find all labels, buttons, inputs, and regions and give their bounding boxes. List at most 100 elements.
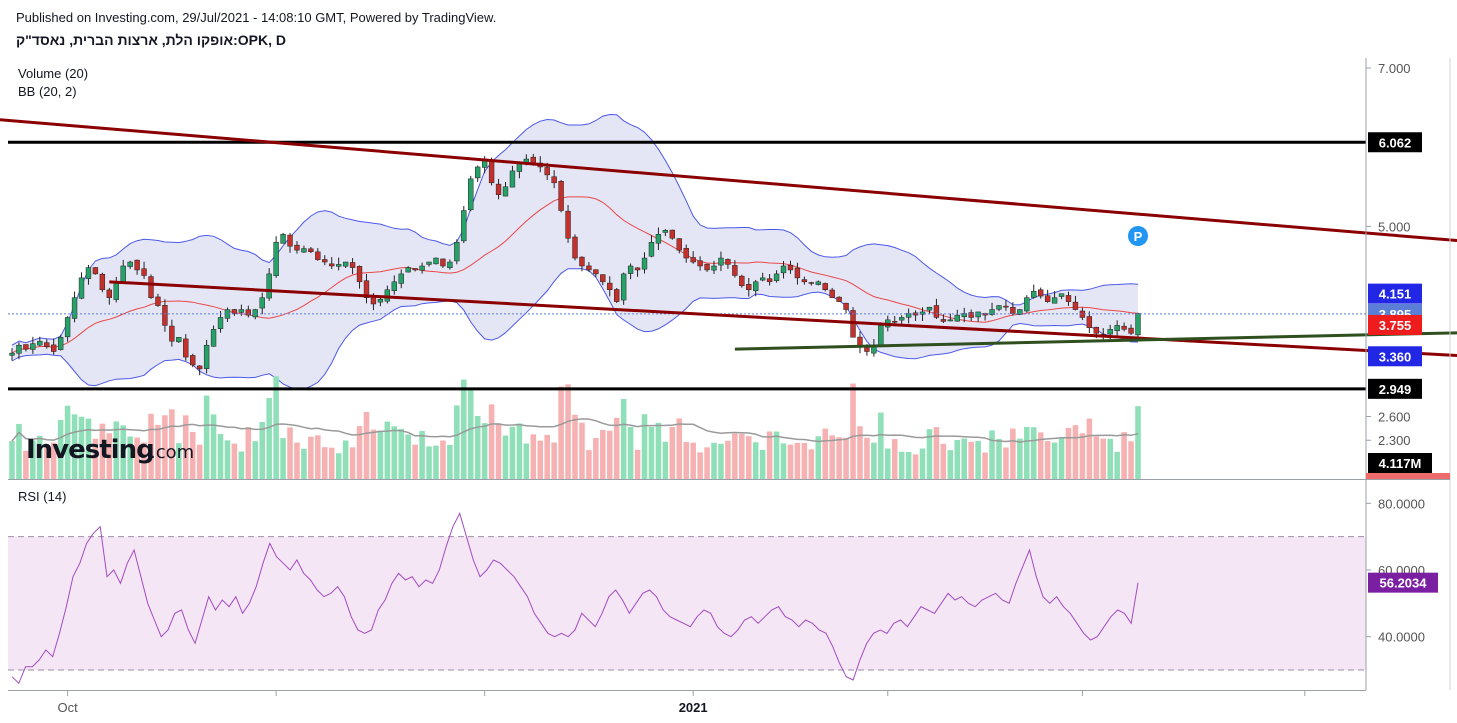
volume-bar — [43, 446, 50, 479]
candle-body — [975, 311, 981, 318]
candle-body — [92, 267, 99, 275]
candle-body — [440, 258, 446, 267]
candle-body — [593, 269, 599, 275]
candle-body — [447, 261, 453, 269]
bb-indicator-label[interactable]: BB (20, 2) — [18, 84, 77, 99]
volume-bar — [544, 434, 550, 479]
candle-body — [600, 274, 606, 283]
volume-bar — [1100, 438, 1107, 479]
rsi-tag — [1368, 572, 1438, 593]
volume-bar — [461, 379, 467, 479]
volume-bar — [725, 440, 731, 479]
volume-tag — [1368, 453, 1432, 473]
candle-body — [1017, 309, 1023, 315]
volume-bar — [808, 449, 815, 479]
volume-bar — [732, 433, 738, 479]
candle-body — [259, 297, 265, 309]
candle-body — [732, 265, 738, 276]
volume-bar — [801, 442, 808, 479]
candle-body — [718, 257, 724, 266]
price-tag-label: 6.062 — [1379, 135, 1412, 150]
volume-bar — [1086, 418, 1093, 479]
logo-suffix-text: .com — [150, 442, 194, 463]
volume-bar — [169, 409, 175, 479]
candle-body — [363, 280, 370, 298]
volume-bar — [287, 427, 293, 479]
volume-bar — [982, 452, 988, 479]
candle-body — [475, 166, 481, 179]
symbol-title: אופקו הלת, ארצות הברית, נאסד"ק:OPK, D — [16, 32, 286, 48]
price-axis-label: 7.000 — [1378, 61, 1411, 76]
candle-body — [419, 265, 425, 271]
candle-body — [620, 273, 627, 301]
candle-body — [57, 337, 64, 350]
volume-bar — [794, 442, 801, 479]
candle-body — [322, 259, 328, 263]
volume-bar — [1128, 441, 1134, 479]
volume-bar — [530, 434, 537, 479]
volume-bar — [857, 426, 863, 479]
price-tag — [1368, 132, 1422, 153]
volume-bar — [871, 442, 877, 479]
candle-body — [308, 248, 314, 252]
candle-body — [690, 257, 696, 263]
candle-body — [634, 267, 641, 271]
candle-body — [294, 244, 300, 251]
candle-body — [51, 344, 57, 352]
alert-marker[interactable]: P — [1128, 226, 1148, 246]
volume-bar — [370, 429, 377, 479]
candle-body — [1114, 325, 1120, 332]
candle-body — [85, 267, 92, 279]
candle-body — [759, 277, 766, 281]
candle-body — [773, 273, 780, 282]
candle-body — [1121, 325, 1127, 330]
volume-bar — [266, 398, 272, 479]
volume-bar — [120, 425, 126, 479]
volume-bar — [433, 445, 439, 479]
rsi-indicator-label[interactable]: RSI (14) — [18, 489, 66, 504]
volume-indicator-label[interactable]: Volume (20) — [18, 66, 88, 81]
volume-bar — [78, 416, 85, 479]
volume-bar — [37, 435, 43, 479]
price-axis-label: 5.000 — [1378, 219, 1411, 234]
candle-body — [9, 352, 15, 356]
candle-body — [391, 281, 397, 291]
volume-bar — [662, 441, 669, 479]
candle-body — [106, 289, 112, 298]
candle-body — [1135, 313, 1141, 336]
volume-bar — [252, 441, 259, 479]
candle-body — [405, 267, 411, 273]
candle-body — [648, 241, 655, 257]
volume-bar — [308, 436, 314, 479]
volume-bar — [238, 451, 245, 479]
candle-body — [287, 234, 293, 247]
candle-body — [801, 279, 808, 283]
candle-body — [711, 265, 717, 271]
volume-bar — [440, 440, 446, 479]
volume-bar — [189, 432, 196, 479]
candle-body — [16, 344, 22, 354]
candle-body — [37, 340, 43, 346]
volume-bar — [1093, 436, 1100, 479]
volume-bar — [502, 435, 509, 479]
volume-bar — [773, 431, 780, 479]
price-axis-label: 2.600 — [1378, 409, 1411, 424]
volume-bar — [940, 443, 947, 479]
candle-body — [697, 260, 703, 267]
volume-bar — [537, 440, 544, 479]
volume-bar — [9, 441, 15, 479]
volume-bar — [1058, 438, 1065, 479]
candle-body — [1086, 316, 1093, 329]
volume-bar — [363, 411, 370, 479]
candle-body — [148, 276, 154, 298]
candle-body — [878, 325, 884, 347]
candle-body — [162, 305, 168, 326]
candle-body — [579, 256, 585, 267]
volume-bar — [495, 424, 502, 479]
volume-bar — [606, 430, 613, 479]
candle-body — [954, 314, 960, 322]
volume-bar — [342, 440, 349, 479]
price-tag-label: 2.949 — [1379, 382, 1412, 397]
candle-body — [544, 167, 550, 176]
